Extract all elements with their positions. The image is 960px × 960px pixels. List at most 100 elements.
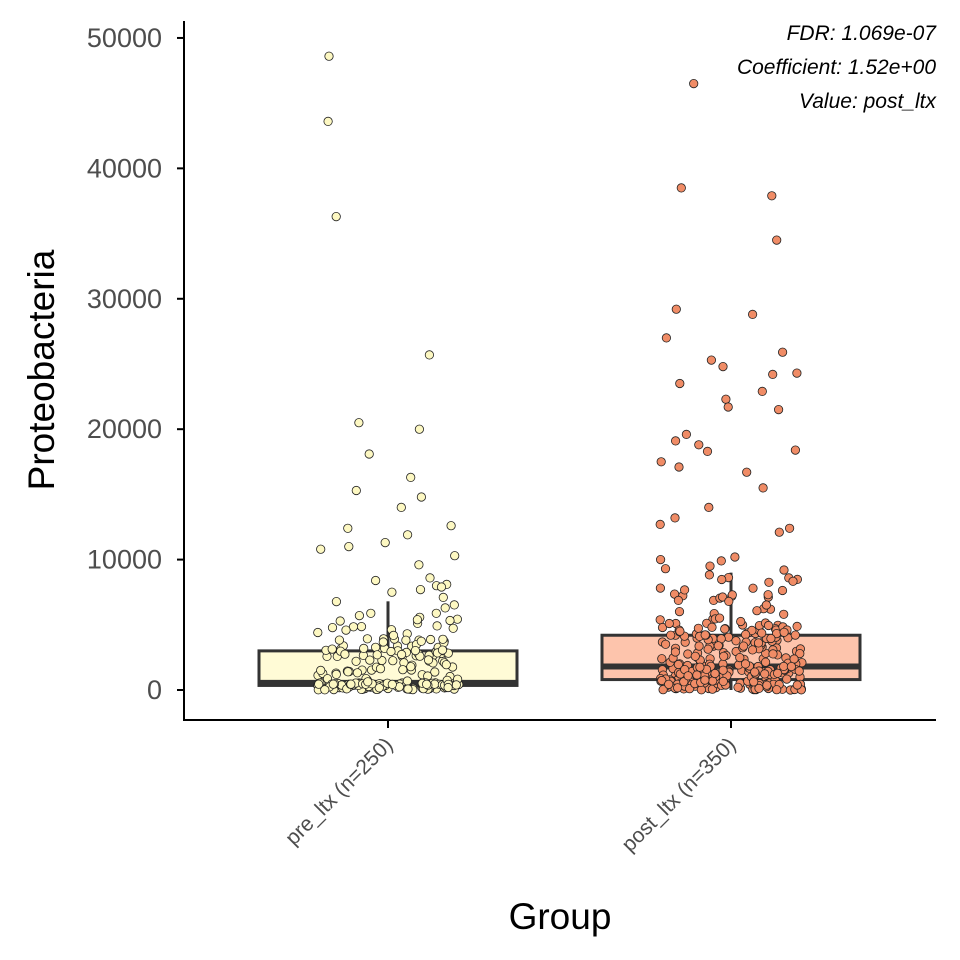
data-point	[380, 537, 390, 548]
data-point	[402, 676, 412, 686]
data-point	[779, 661, 789, 672]
data-point	[742, 467, 752, 477]
data-point	[331, 596, 341, 607]
data-point	[750, 667, 760, 677]
x-tick-label: pre_ltx (n=250)	[281, 733, 398, 850]
data-point	[757, 628, 767, 638]
data-point	[789, 654, 799, 664]
data-point	[340, 649, 350, 659]
data-point	[779, 609, 789, 619]
data-point	[700, 630, 710, 640]
data-point	[354, 418, 364, 428]
data-point	[335, 616, 345, 626]
data-point	[352, 668, 362, 678]
y-ticks-layer: 0 10000 20000 30000 40000 50000	[87, 23, 184, 705]
y-tick-label: 20000	[87, 414, 162, 444]
data-point	[443, 682, 453, 693]
data-point	[694, 440, 704, 450]
data-point	[415, 584, 426, 595]
data-point	[748, 583, 758, 593]
data-point	[348, 622, 359, 632]
data-point	[747, 309, 758, 319]
data-point	[786, 661, 797, 672]
data-point	[344, 541, 354, 552]
data-point	[351, 656, 361, 666]
data-point	[790, 630, 800, 640]
data-point	[671, 304, 681, 314]
data-point	[661, 333, 672, 343]
data-point	[323, 116, 333, 127]
data-point	[657, 654, 667, 664]
data-point	[401, 635, 411, 645]
data-point	[740, 659, 751, 669]
data-point	[760, 669, 770, 679]
x-tick-label: post_ltx (n=350)	[617, 733, 740, 856]
data-point	[713, 641, 723, 651]
data-point	[446, 521, 456, 531]
data-point	[396, 649, 407, 660]
data-point	[683, 671, 693, 681]
data-point	[658, 685, 668, 695]
data-point	[764, 577, 774, 587]
data-point	[718, 361, 728, 372]
data-point	[416, 636, 426, 646]
data-point	[670, 647, 681, 657]
data-point	[410, 645, 420, 656]
data-point	[681, 429, 692, 439]
data-point	[717, 574, 727, 585]
data-point	[386, 646, 396, 657]
y-tick-label: 10000	[87, 545, 162, 575]
data-point	[733, 682, 743, 692]
data-point	[313, 627, 323, 638]
data-point	[708, 676, 718, 686]
data-point	[721, 394, 731, 404]
data-point	[441, 660, 451, 670]
data-point	[704, 502, 714, 512]
data-point	[375, 664, 386, 674]
data-point	[718, 676, 728, 687]
data-point	[402, 530, 413, 540]
data-point	[414, 560, 424, 570]
data-point	[773, 404, 784, 415]
data-point	[758, 483, 768, 493]
data-point	[772, 668, 783, 678]
data-point	[657, 622, 668, 633]
data-point	[768, 369, 778, 379]
data-point	[692, 670, 702, 680]
data-point	[736, 616, 746, 627]
data-point	[655, 583, 666, 593]
data-point	[689, 79, 699, 89]
data-point	[784, 523, 795, 533]
data-point	[423, 655, 434, 665]
annotation-coefficient: Coefficient: 1.52e+00	[737, 56, 936, 79]
annotation-fdr: FDR: 1.069e-07	[787, 22, 938, 45]
x-ticks-layer: pre_ltx (n=250) post_ltx (n=350)	[281, 720, 741, 856]
data-point	[675, 378, 685, 389]
data-point	[779, 565, 789, 575]
data-point	[366, 608, 376, 618]
data-point	[766, 633, 776, 644]
y-tick-label: 30000	[87, 284, 162, 314]
data-point	[700, 675, 710, 685]
data-point	[702, 446, 713, 456]
data-point	[673, 595, 684, 606]
data-point	[412, 615, 422, 625]
data-point	[421, 679, 432, 689]
data-point	[720, 624, 730, 634]
data-point	[424, 350, 434, 360]
data-point	[359, 643, 369, 654]
data-point	[674, 462, 684, 472]
data-point	[672, 683, 683, 693]
data-point	[451, 680, 461, 690]
data-point	[760, 657, 771, 667]
data-point	[792, 621, 802, 632]
data-point	[363, 677, 373, 687]
data-point	[719, 651, 729, 661]
data-point	[328, 679, 338, 689]
data-point	[757, 386, 767, 396]
data-point	[438, 592, 448, 603]
data-point	[690, 651, 700, 661]
data-point	[436, 582, 447, 592]
data-point	[403, 684, 413, 694]
